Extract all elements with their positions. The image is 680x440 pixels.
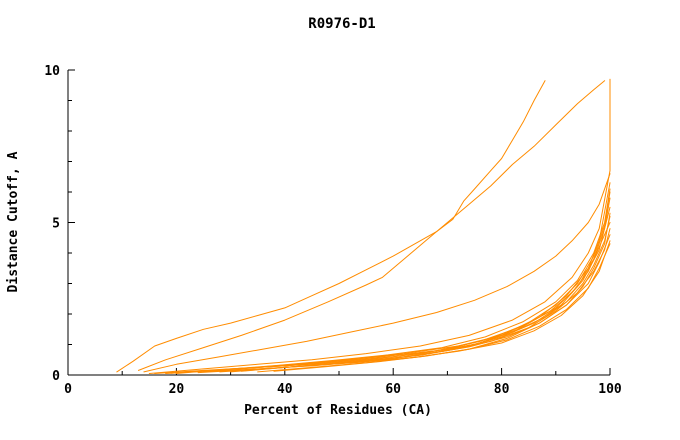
series-model-06 — [186, 182, 611, 373]
x-tick-label: 20 — [169, 382, 185, 397]
series-model-10 — [240, 228, 611, 372]
series-model-12 — [170, 188, 611, 374]
y-tick-label: 10 — [44, 64, 60, 79]
series-model-05 — [165, 191, 611, 374]
x-axis-label: Percent of Residues (CA) — [244, 403, 432, 418]
x-tick-label: 60 — [385, 382, 401, 397]
series-model-outlier-a — [116, 80, 546, 373]
x-tick-label: 0 — [64, 382, 72, 397]
y-tick-label: 0 — [52, 369, 60, 384]
series-group — [116, 78, 611, 374]
chart-title: R0976-D1 — [308, 16, 375, 32]
y-tick-label: 5 — [52, 217, 60, 232]
axes-group: 0 20 40 60 80 100 0 5 10 — [44, 64, 622, 397]
series-model-08 — [148, 78, 611, 374]
series-model-mid — [143, 173, 611, 373]
x-tick-label: 100 — [598, 382, 622, 397]
series-model-outlier-b — [138, 80, 606, 371]
x-tick-label: 80 — [494, 382, 510, 397]
series-model-07 — [257, 212, 611, 373]
y-axis-label: Distance Cutoff, A — [6, 151, 21, 292]
series-model-11 — [197, 240, 611, 374]
x-tick-label: 40 — [277, 382, 293, 397]
series-model-03 — [203, 206, 611, 373]
series-model-01 — [154, 215, 611, 374]
series-model-13 — [273, 243, 611, 372]
series-model-02 — [175, 197, 611, 374]
